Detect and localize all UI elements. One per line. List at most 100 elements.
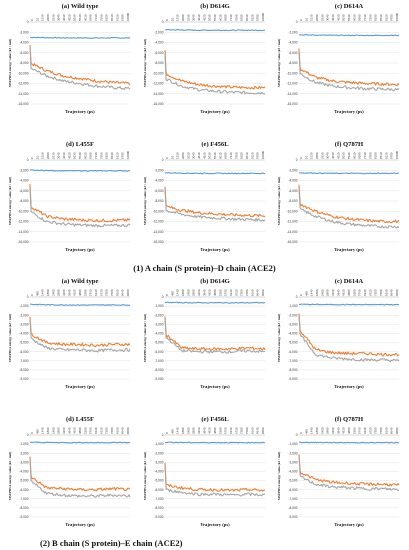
x-tick-label: 6240	[94, 427, 98, 434]
y-tick-label: 0	[296, 20, 298, 24]
x-tick-label: 1800	[46, 289, 50, 296]
x-tick-label: 2000	[181, 152, 185, 159]
x-tick-label: 5030	[73, 14, 77, 21]
x-tick-label: 0	[299, 157, 303, 159]
series-line-low	[164, 188, 266, 222]
y-tick-label: -2,000	[154, 30, 163, 34]
y-tick-label: -6,000	[19, 51, 28, 55]
x-tick-label: 6720	[368, 289, 372, 296]
series-line-low	[164, 54, 266, 95]
y-tick-label: -4,000	[154, 470, 163, 474]
x-tick-label: 1520	[310, 14, 314, 21]
x-tick-label: 6010	[352, 152, 356, 159]
x-tick-label: 4010	[62, 14, 66, 21]
chart-panel: (c) D614A MM/PBSA energy value (kJ / mol)…	[277, 3, 400, 114]
x-tick-label: 6580	[224, 14, 228, 21]
x-tick-label: 4010	[331, 152, 335, 159]
series-line-mid	[164, 50, 266, 90]
series-line-mid	[164, 462, 266, 492]
x-tick-label: 1440	[310, 289, 314, 296]
y-tick-label: -2,000	[288, 451, 297, 455]
x-tick-label: 6580	[224, 152, 228, 159]
x-tick-label: 10000	[395, 13, 399, 21]
y-axis-label: MM/PBSA energy value (kJ / mol)	[277, 452, 281, 500]
x-tick-label: 5280	[83, 427, 87, 434]
x-tick-label: 480	[304, 291, 308, 296]
x-tick-label: 2530	[320, 152, 324, 159]
series-line-mid	[298, 313, 400, 357]
y-tick-label: -7,000	[288, 497, 297, 501]
x-tick-label: 0	[30, 432, 34, 434]
y-axis-label: MM/PBSA energy value (kJ / mol)	[277, 39, 281, 87]
x-tick-label: 9000	[261, 427, 265, 434]
x-axis-label: Trajectory (ps)	[334, 522, 364, 527]
series-line-low	[298, 50, 400, 92]
x-tick-label: 9700	[121, 14, 125, 21]
y-tick-label: -5,000	[154, 479, 163, 483]
y-tick-label: -4,000	[154, 41, 163, 45]
y-tick-label: -6,000	[288, 350, 297, 354]
y-tick-label: -4,000	[288, 470, 297, 474]
x-tick-label: 3360	[331, 427, 335, 434]
y-tick-label: -8,000	[288, 368, 297, 372]
x-tick-label: 7680	[379, 289, 383, 296]
y-tick-label: -8,000	[288, 506, 297, 510]
x-tick-label: 8610	[110, 14, 114, 21]
chart-panel: (b) D614G MM/PBSA energy value (kJ / mol)…	[143, 3, 266, 114]
x-tick-label: 8640	[256, 289, 260, 296]
x-tick-label: 2530	[51, 152, 55, 159]
x-tick-label: 5540	[347, 14, 351, 21]
x-tick-label: 7590	[234, 152, 238, 159]
x-tick-label: 7590	[99, 14, 103, 21]
x-tick-label: 1440	[176, 289, 180, 296]
chart-title: (f) Q787H	[335, 141, 364, 148]
series-line-mid	[298, 184, 400, 224]
x-tick-label: 6580	[358, 152, 362, 159]
y-tick-label: -6,000	[19, 488, 28, 492]
x-tick-label: 9000	[126, 289, 130, 296]
x-tick-label: 3040	[57, 152, 61, 159]
x-tick-label: 6010	[218, 152, 222, 159]
x-tick-label: 9000	[261, 289, 265, 296]
x-tick-label: 3840	[67, 427, 71, 434]
x-tick-label: 3360	[197, 427, 201, 434]
y-tick-label: -10,000	[287, 71, 298, 75]
x-tick-label: 4800	[78, 289, 82, 296]
x-tick-label: 5030	[342, 152, 346, 159]
x-tick-label: 3360	[197, 289, 201, 296]
x-tick-label: 9000	[126, 427, 130, 434]
x-tick-label: 7590	[368, 152, 372, 159]
x-tick-label: 1440	[310, 427, 314, 434]
y-tick-label: -8,000	[154, 506, 163, 510]
y-tick-label: -6,000	[19, 189, 28, 193]
chart-title: (e) F456L	[201, 416, 229, 423]
y-tick-label: -14,000	[287, 230, 298, 234]
x-tick-label: 5760	[358, 289, 362, 296]
x-tick-label: 8160	[115, 427, 119, 434]
x-tick-label: 5540	[213, 152, 217, 159]
y-tick-label: -6,000	[154, 189, 163, 193]
y-tick-label: 0	[162, 20, 164, 24]
x-tick-label: 8610	[110, 152, 114, 159]
x-tick-label: 8100	[374, 152, 378, 159]
x-tick-label: 480	[170, 291, 174, 296]
y-tick-label: -14,000	[18, 92, 29, 96]
y-tick-label: -4,000	[288, 179, 297, 183]
x-tick-label: 5030	[342, 14, 346, 21]
chart-title: (c) D614A	[335, 278, 364, 285]
y-tick-label: -10,000	[153, 209, 164, 213]
x-tick-label: 6720	[99, 289, 103, 296]
y-tick-label: -16,000	[18, 102, 29, 106]
x-tick-label: 1520	[41, 152, 45, 159]
x-tick-label: 8610	[379, 14, 383, 21]
series-line-low	[298, 315, 400, 363]
x-tick-label: 7130	[94, 14, 98, 21]
y-tick-label: -7,000	[288, 359, 297, 363]
y-tick-label: -14,000	[18, 230, 29, 234]
x-tick-label: 3040	[192, 152, 196, 159]
x-tick-label: 6240	[363, 289, 367, 296]
x-tick-label: 2530	[320, 14, 324, 21]
x-tick-label: 1800	[181, 289, 185, 296]
x-tick-label: 4320	[208, 427, 212, 434]
x-tick-label: 5540	[78, 14, 82, 21]
